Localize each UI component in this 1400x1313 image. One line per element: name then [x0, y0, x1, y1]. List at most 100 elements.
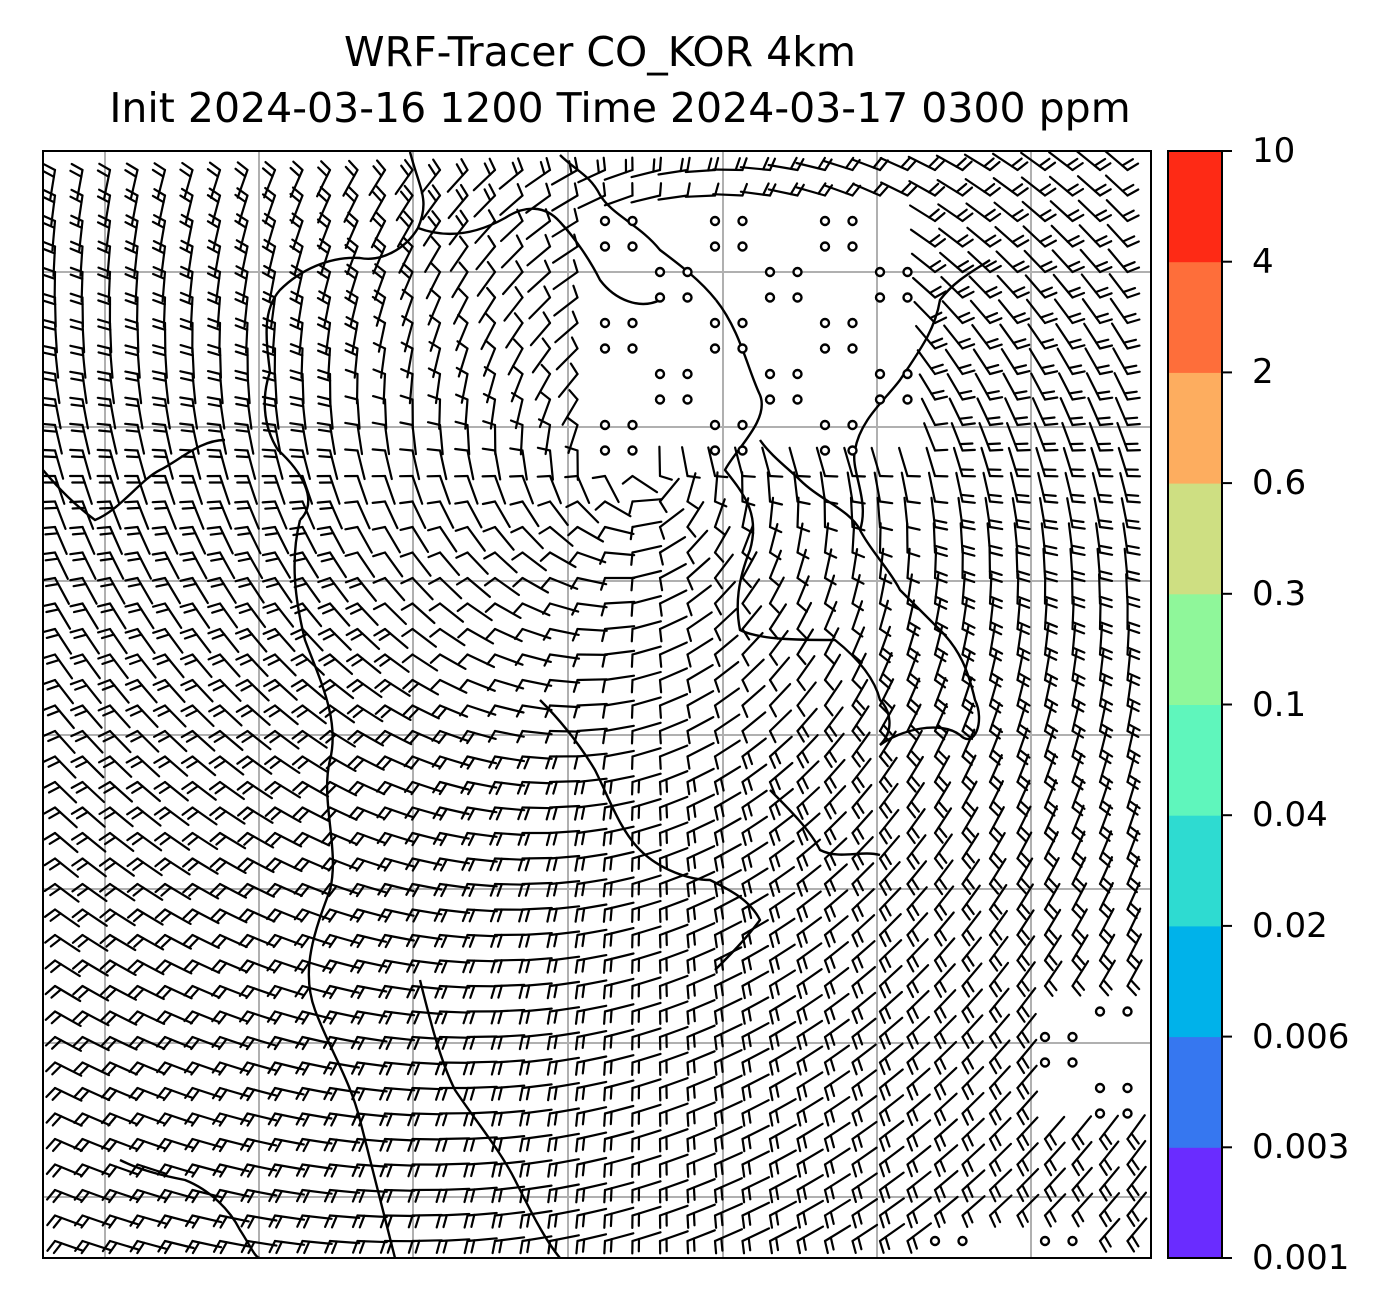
wind-barb-flag: [829, 1006, 836, 1021]
wind-barb: [1126, 752, 1137, 784]
wind-barb: [1016, 598, 1022, 631]
wind-barb-flag: [407, 1188, 414, 1203]
wind-barb: [878, 599, 890, 631]
wind-barb: [383, 474, 396, 505]
wind-barb-flag: [629, 525, 634, 541]
wind-barb: [961, 754, 977, 784]
wind-barb-flag: [74, 684, 88, 691]
wind-barb-flag: [741, 857, 747, 872]
wind-barb-flag: [1071, 1188, 1080, 1202]
wind-barb-flag: [539, 160, 546, 175]
wind-barb-flag: [741, 551, 754, 562]
wind-barb-flag: [52, 1165, 63, 1178]
wind-barb-flag: [99, 984, 112, 996]
wind-barb-flag: [823, 1112, 830, 1127]
wind-barb-flag: [878, 933, 887, 948]
wind-barb-flag: [428, 576, 442, 585]
wind-barb: [914, 325, 937, 350]
wind-barb-flag: [541, 337, 552, 350]
wind-barb: [713, 634, 739, 656]
wind-barb-flag: [212, 1137, 222, 1151]
wind-barb-flag: [720, 1237, 724, 1252]
wind-barb-flag: [157, 1239, 167, 1253]
wind-barb: [81, 1112, 111, 1127]
wind-barb-flag: [273, 986, 283, 1000]
wind-barb-flag: [355, 884, 366, 898]
wind-barb: [878, 835, 901, 860]
wind-barb-flag: [580, 780, 586, 795]
wind-barb: [972, 348, 992, 376]
wind-barb-flag: [179, 370, 194, 376]
wind-barb-flag: [128, 1086, 139, 1099]
wind-barb: [218, 984, 249, 998]
wind-barb-flag: [934, 595, 949, 604]
wind-barb: [967, 251, 992, 274]
wind-barb-flag: [296, 1239, 304, 1254]
wind-barb: [1083, 322, 1102, 350]
wind-barb: [878, 704, 896, 733]
wind-barb-flag: [933, 1163, 941, 1178]
wind-barb: [301, 1214, 333, 1220]
wind-barb: [438, 423, 444, 456]
wind-barb-flag: [78, 1013, 90, 1025]
wind-barb-flag: [621, 474, 634, 485]
wind-barb-flag: [153, 755, 167, 764]
wind-barb: [741, 867, 769, 886]
wind-barb-flag: [106, 1013, 118, 1025]
wind-barb-flag: [208, 755, 222, 765]
wind-barb-flag: [906, 159, 917, 172]
wind-barb: [108, 474, 121, 505]
wind-barb-flag: [828, 852, 837, 867]
wind-barb: [507, 347, 524, 376]
wind-barb-flag: [851, 551, 866, 559]
wind-barb: [466, 678, 496, 692]
wind-barb-flag: [539, 390, 552, 401]
wind-barb-flag: [329, 986, 338, 1000]
wind-barb-flag: [741, 1035, 746, 1051]
wind-barb-flag: [581, 1085, 586, 1101]
wind-barb-flag: [525, 1162, 531, 1177]
wind-barb-flag: [1043, 370, 1059, 376]
wind-barb-flag: [43, 195, 56, 204]
wind-barb-flag: [1129, 902, 1141, 913]
wind-barb: [1043, 1141, 1066, 1166]
wind-barb-flag: [344, 217, 356, 229]
wind-barb: [383, 449, 393, 481]
wind-barb-flag: [462, 1010, 469, 1025]
wind-barb-flag: [1021, 1183, 1030, 1198]
wind-barb: [328, 1163, 361, 1169]
wind-barb: [356, 500, 371, 530]
wind-barb-flag: [414, 1137, 421, 1152]
wind-barb: [273, 449, 284, 480]
wind-barb-flag: [545, 857, 552, 872]
wind-barb-flag: [160, 861, 172, 872]
wind-barb-flag: [97, 273, 111, 280]
wind-barb-flag: [238, 959, 249, 972]
wind-barb: [1024, 274, 1047, 299]
wind-barb: [493, 1059, 526, 1064]
wind-barb-flag: [546, 984, 552, 1000]
wind-barb-flag: [96, 602, 112, 608]
wind-barb-flag: [238, 908, 249, 920]
wind-barb-flag: [719, 981, 724, 997]
wind-barb-flag: [462, 1061, 469, 1076]
wind-barb: [301, 627, 324, 652]
wind-barb-flag: [878, 1214, 885, 1229]
wind-barb-flag: [69, 273, 84, 280]
wind-barb: [1016, 805, 1032, 835]
wind-barb-flag: [856, 1057, 864, 1072]
wind-barb: [768, 969, 797, 988]
wind-barb-flag: [1016, 1163, 1025, 1177]
calm-marker: [847, 419, 858, 431]
wind-barb: [603, 625, 636, 631]
colorbar-segment: [1168, 704, 1222, 816]
wind-barb-flag: [266, 607, 281, 615]
wind-barb-flag: [1042, 493, 1057, 497]
wind-barb-flag: [100, 1061, 112, 1073]
calm-marker: [1094, 1082, 1106, 1094]
wind-barb-flag: [379, 1188, 387, 1203]
wind-barb-flag: [98, 429, 113, 433]
wind-barb: [191, 525, 207, 555]
wind-barb: [933, 781, 952, 809]
wind-barb-flag: [746, 802, 753, 817]
